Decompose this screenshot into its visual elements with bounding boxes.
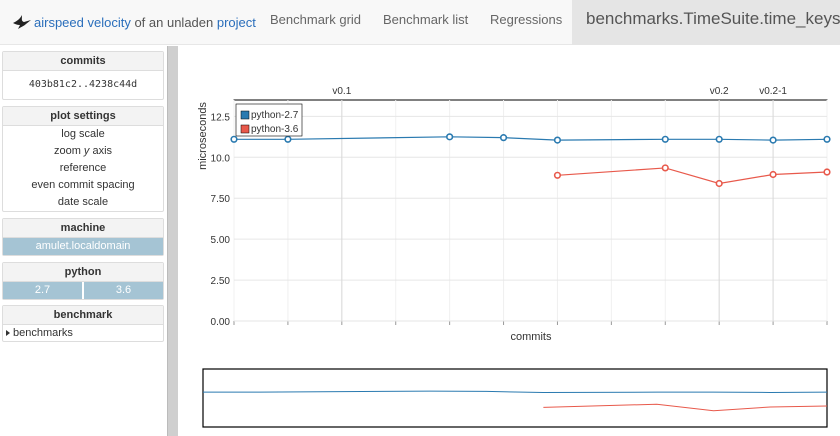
benchmark-tree-item[interactable]: benchmarks	[3, 325, 163, 341]
data-point[interactable]	[823, 135, 831, 143]
page-title: benchmarks.TimeSuite.time_keys	[586, 9, 840, 28]
legend-swatch[interactable]	[240, 110, 250, 120]
nav-regressions[interactable]: Regressions	[490, 12, 563, 27]
zoom-axis-letter: y	[83, 145, 90, 157]
overview-frame[interactable]	[202, 368, 828, 428]
overview-series-line	[203, 390, 828, 393]
swallow-logo-icon	[13, 15, 31, 29]
y-tick-label: 0.00	[211, 317, 231, 328]
brand-asv-link[interactable]: airspeed velocity	[34, 14, 131, 30]
y-tick-label: 2.50	[211, 276, 231, 287]
python-header: python	[3, 263, 163, 282]
series-line	[557, 167, 828, 185]
data-point[interactable]	[230, 135, 238, 143]
series-line	[234, 136, 828, 141]
release-marker-label: v0.2	[710, 86, 729, 97]
plot-settings-header: plot settings	[3, 107, 163, 126]
y-tick-label: 7.50	[211, 194, 231, 205]
machine-header: machine	[3, 219, 163, 238]
zoom-y-axis-toggle[interactable]: zoom y axis	[3, 143, 163, 160]
reference-toggle[interactable]: reference	[59, 162, 107, 174]
plot-settings-panel: plot settings log scale zoom y axis refe…	[2, 106, 164, 212]
data-point[interactable]	[823, 168, 831, 176]
legend-label: python-2.7	[251, 110, 299, 121]
data-point[interactable]	[499, 134, 508, 142]
legend-box	[235, 103, 303, 137]
data-point[interactable]	[661, 164, 669, 172]
caret-right-icon[interactable]	[6, 330, 10, 337]
commit-range[interactable]: 403b81c2..4238c44d	[28, 79, 138, 90]
release-marker-label: v0.2-1	[759, 86, 787, 97]
python-panel: python 2.7 3.6	[2, 262, 164, 300]
x-axis-label: commits	[511, 331, 552, 343]
commits-panel: commits 403b81c2..4238c44d	[2, 51, 164, 100]
brand-project-link[interactable]: project	[216, 14, 256, 30]
benchmark-header: benchmark	[3, 306, 163, 325]
data-point[interactable]	[446, 133, 454, 141]
data-point[interactable]	[715, 179, 723, 188]
nav-benchmark-list[interactable]: Benchmark list	[383, 12, 469, 27]
sidebar-resize-handle[interactable]	[167, 46, 178, 436]
sidebar: commits 403b81c2..4238c44d plot settings…	[0, 46, 166, 436]
even-commit-spacing-toggle[interactable]: even commit spacing	[31, 179, 135, 191]
legend-label: python-3.6	[251, 124, 299, 135]
y-tick-label: 12.5	[211, 112, 231, 123]
brand-text: of an unladen	[130, 14, 217, 30]
y-axis-label: microseconds	[197, 102, 209, 170]
date-scale-toggle[interactable]: date scale	[57, 196, 109, 208]
python-option-2-7[interactable]: 2.7	[34, 284, 51, 296]
data-point[interactable]	[553, 136, 562, 144]
data-point[interactable]	[769, 136, 777, 144]
machine-option-amulet[interactable]: amulet.localdomain	[35, 240, 131, 252]
benchmark-tree-label: benchmarks	[13, 327, 73, 339]
machine-selector: amulet.localdomain	[3, 238, 163, 255]
data-point[interactable]	[661, 135, 669, 143]
python-option-3-6[interactable]: 3.6	[82, 282, 163, 299]
plot-frame	[233, 99, 828, 322]
brand[interactable]: airspeed velocity of an unladen project	[12, 12, 256, 32]
nav-active-benchmark[interactable]: benchmarks.TimeSuite.time_keys	[572, 0, 840, 45]
log-scale-toggle[interactable]: log scale	[61, 128, 105, 140]
zoom-prefix: zoom	[53, 145, 84, 157]
data-point[interactable]	[769, 170, 777, 179]
machine-panel: machine amulet.localdomain	[2, 218, 164, 256]
data-point[interactable]	[284, 135, 292, 143]
release-marker-label: v0.1	[332, 86, 351, 97]
commits-header: commits	[3, 52, 163, 71]
data-point[interactable]	[715, 135, 723, 143]
benchmark-panel: benchmark benchmarks	[2, 305, 164, 342]
python-selector: 2.7 3.6	[3, 282, 163, 299]
overview-series-line	[543, 403, 828, 412]
legend-swatch[interactable]	[240, 124, 250, 134]
data-point[interactable]	[553, 171, 562, 179]
y-tick-label: 10.0	[211, 153, 231, 164]
nav-benchmark-grid[interactable]: Benchmark grid	[270, 12, 362, 27]
zoom-suffix: axis	[89, 145, 113, 157]
top-navbar: airspeed velocity of an unladen project …	[0, 0, 840, 45]
y-tick-label: 5.00	[211, 235, 231, 246]
